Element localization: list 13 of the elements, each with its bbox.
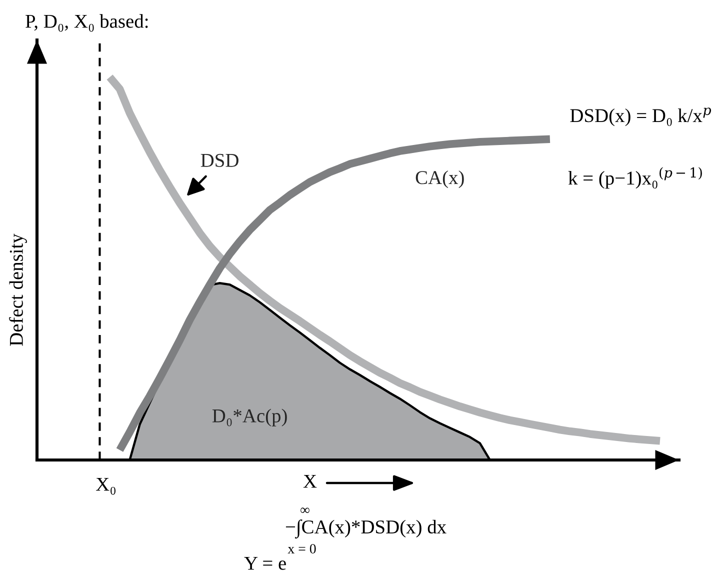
series-label: D₀*Ac(p) bbox=[212, 408, 287, 426]
y-axis-title: Defect density bbox=[9, 234, 27, 346]
annotation: DSD(x) = D₀ k/x$^{p}$ bbox=[570, 108, 712, 126]
text: x = 0 bbox=[288, 544, 316, 554]
text: Y = e bbox=[244, 556, 286, 570]
text: ∞ bbox=[300, 508, 310, 513]
x-axis-title: X bbox=[303, 474, 317, 488]
series-label: DSD bbox=[200, 154, 238, 167]
series-label: CA(x) bbox=[416, 170, 464, 188]
chart-title: P, D₀, X₀ based: bbox=[26, 14, 148, 32]
annotation: k = (p−1)x₀$^{(p−1)}$ bbox=[568, 167, 702, 189]
text: X₀ bbox=[96, 478, 116, 495]
text: −∫CA(x)*DSD(x) dx bbox=[286, 519, 446, 539]
